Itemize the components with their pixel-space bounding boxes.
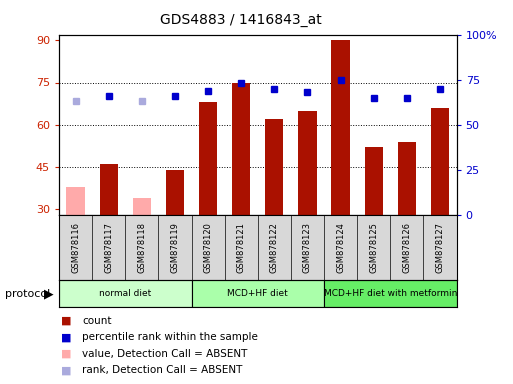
Text: MCD+HF diet: MCD+HF diet <box>227 289 288 298</box>
Text: value, Detection Call = ABSENT: value, Detection Call = ABSENT <box>82 349 247 359</box>
Text: GSM878127: GSM878127 <box>436 222 444 273</box>
Text: percentile rank within the sample: percentile rank within the sample <box>82 332 258 342</box>
Text: GSM878117: GSM878117 <box>104 222 113 273</box>
Text: MCD+HF diet with metformin: MCD+HF diet with metformin <box>324 289 457 298</box>
Bar <box>331 40 350 215</box>
Text: normal diet: normal diet <box>99 289 151 298</box>
Text: ■: ■ <box>62 316 72 326</box>
Bar <box>199 102 217 215</box>
Text: GSM878126: GSM878126 <box>402 222 411 273</box>
Text: GSM878118: GSM878118 <box>137 222 146 273</box>
Bar <box>232 83 250 215</box>
Bar <box>100 164 118 215</box>
Text: rank, Detection Call = ABSENT: rank, Detection Call = ABSENT <box>82 365 243 375</box>
Text: GSM878124: GSM878124 <box>336 222 345 273</box>
Bar <box>398 142 416 215</box>
Text: GSM878125: GSM878125 <box>369 222 378 273</box>
Bar <box>67 187 85 215</box>
Bar <box>59 280 191 307</box>
Text: ■: ■ <box>62 349 72 359</box>
Bar <box>265 119 284 215</box>
Bar <box>431 108 449 215</box>
Bar <box>365 147 383 215</box>
Text: protocol: protocol <box>5 289 50 299</box>
Text: GDS4883 / 1416843_at: GDS4883 / 1416843_at <box>160 13 322 27</box>
Text: GSM878120: GSM878120 <box>204 222 212 273</box>
Text: ■: ■ <box>62 365 72 375</box>
Bar <box>299 111 317 215</box>
Text: count: count <box>82 316 112 326</box>
Bar <box>324 280 457 307</box>
Text: GSM878121: GSM878121 <box>236 222 246 273</box>
Text: GSM878119: GSM878119 <box>170 222 180 273</box>
Bar <box>166 170 184 215</box>
Text: ■: ■ <box>62 332 72 342</box>
Text: GSM878116: GSM878116 <box>71 222 80 273</box>
Text: GSM878123: GSM878123 <box>303 222 312 273</box>
Text: GSM878122: GSM878122 <box>270 222 279 273</box>
Bar <box>133 198 151 215</box>
Text: ▶: ▶ <box>44 287 53 300</box>
Bar <box>191 280 324 307</box>
